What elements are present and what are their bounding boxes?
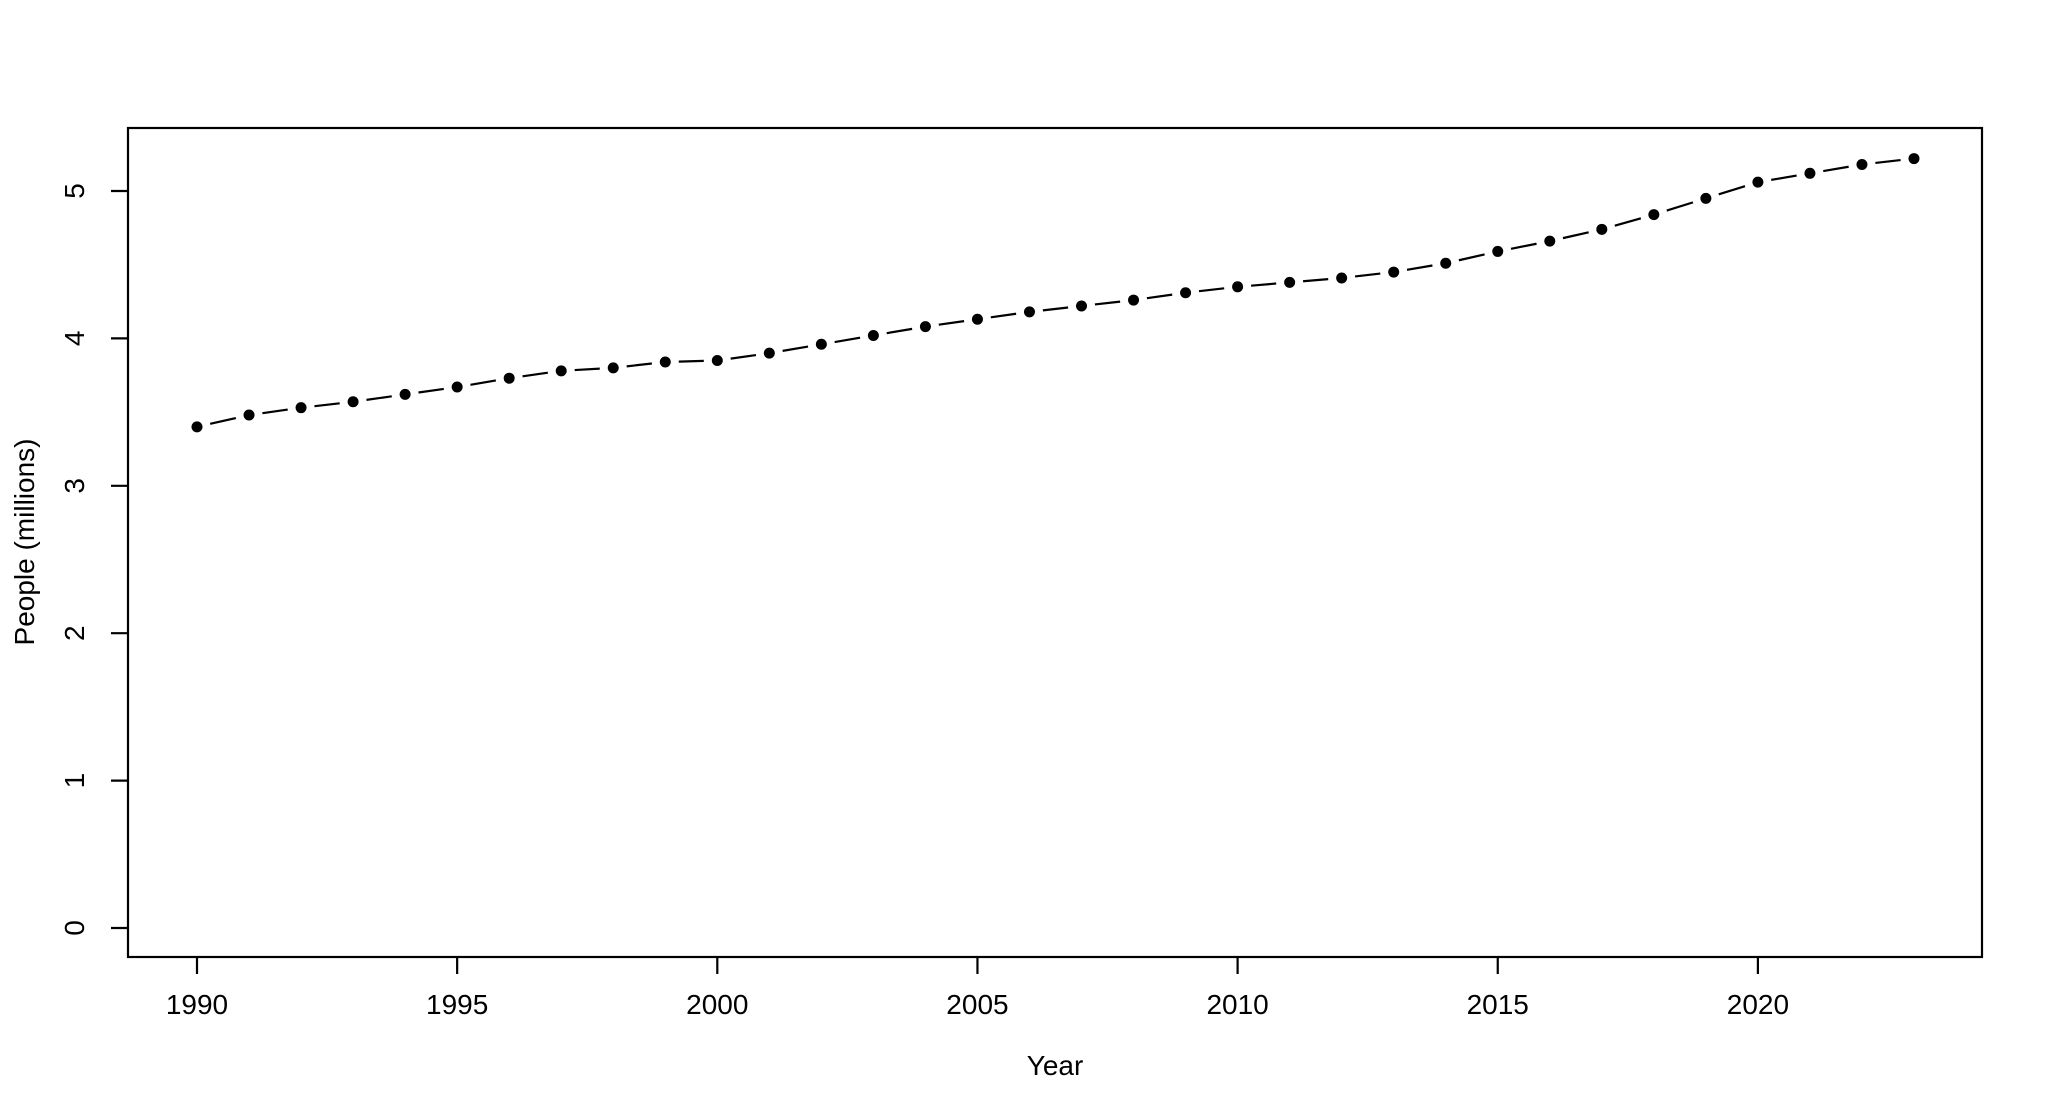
series-connector xyxy=(1250,282,1277,287)
data-point xyxy=(295,402,307,414)
data-point xyxy=(919,321,931,333)
data-point xyxy=(1076,300,1088,312)
data-point xyxy=(1336,272,1348,284)
data-point xyxy=(451,381,463,393)
x-tick-label: 2000 xyxy=(686,989,748,1020)
data-point xyxy=(243,409,255,421)
data-point xyxy=(607,362,619,374)
y-tick-label: 3 xyxy=(59,478,90,494)
series-connector xyxy=(522,371,548,378)
series-connector xyxy=(1198,287,1225,293)
x-tick-label: 2005 xyxy=(946,989,1008,1020)
x-tick-label: 2010 xyxy=(1206,989,1268,1020)
series-connector xyxy=(626,362,652,368)
series-connector xyxy=(1510,242,1537,250)
series-connector xyxy=(782,345,809,352)
series-connector xyxy=(1146,293,1173,300)
series-connector xyxy=(1562,231,1589,240)
series-connector xyxy=(1718,185,1746,196)
series-connector xyxy=(1302,278,1329,283)
series-connector xyxy=(262,408,288,415)
data-point xyxy=(1232,281,1244,293)
series-connector xyxy=(730,353,757,360)
data-point xyxy=(1856,158,1868,170)
series-connector xyxy=(1094,300,1121,306)
data-point xyxy=(555,365,567,377)
data-point xyxy=(1180,287,1192,299)
series-connector xyxy=(1354,272,1381,278)
data-point xyxy=(1128,294,1140,306)
x-tick-label: 1990 xyxy=(166,989,228,1020)
data-point xyxy=(1544,235,1556,247)
series-connector xyxy=(418,387,444,394)
plot-box xyxy=(126,126,1984,959)
data-point xyxy=(1752,176,1764,188)
series-connector xyxy=(1823,165,1849,173)
data-point xyxy=(191,421,203,433)
series-connector xyxy=(574,367,600,372)
series-connector xyxy=(366,395,392,401)
data-point xyxy=(1804,167,1816,179)
data-point xyxy=(1388,266,1400,278)
data-point xyxy=(347,396,359,408)
series-connector xyxy=(209,416,237,425)
series-connector xyxy=(1614,217,1642,227)
data-point xyxy=(1596,223,1608,235)
data-point xyxy=(1284,276,1296,288)
x-tick-label: 2020 xyxy=(1727,989,1789,1020)
series-connector xyxy=(678,359,704,363)
data-point xyxy=(1440,257,1452,269)
series-connector xyxy=(886,327,913,335)
y-tick-label: 0 xyxy=(59,920,90,936)
y-axis-label: People (millions) xyxy=(9,438,40,646)
series-connector xyxy=(314,402,340,408)
series-connector xyxy=(1771,174,1797,181)
data-point xyxy=(815,338,827,350)
series-connector xyxy=(990,312,1017,319)
series-connector xyxy=(834,336,861,344)
series-connector xyxy=(1406,264,1433,271)
data-point xyxy=(1023,306,1035,318)
data-point xyxy=(711,355,723,367)
data-point xyxy=(399,388,411,400)
x-axis-label: Year xyxy=(1026,1050,1084,1081)
x-tick-label: 2015 xyxy=(1467,989,1529,1020)
data-point xyxy=(763,347,775,359)
series-connector xyxy=(1458,253,1485,262)
series-connector xyxy=(1042,306,1069,312)
data-point xyxy=(1648,209,1660,221)
series-connector xyxy=(1875,158,1901,165)
data-point xyxy=(867,329,879,341)
series-connector xyxy=(938,320,965,326)
data-point xyxy=(1700,192,1712,204)
data-point xyxy=(971,313,983,325)
x-tick-label: 1995 xyxy=(426,989,488,1020)
y-tick-label: 5 xyxy=(59,183,90,199)
data-point xyxy=(659,356,671,368)
y-tick-label: 4 xyxy=(59,331,90,347)
y-tick-label: 2 xyxy=(59,625,90,641)
series-connector xyxy=(470,379,497,386)
series-connector xyxy=(1666,201,1694,212)
data-point xyxy=(1908,153,1920,165)
y-tick-label: 1 xyxy=(59,773,90,789)
data-point xyxy=(1492,245,1504,257)
data-point xyxy=(503,372,515,384)
